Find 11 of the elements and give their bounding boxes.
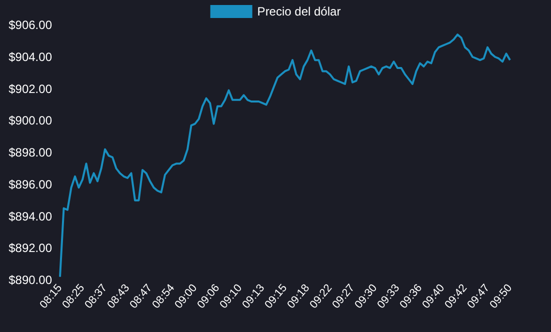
y-tick-label: $896.00 bbox=[8, 177, 52, 192]
legend-label: Precio del dólar bbox=[257, 4, 341, 18]
y-tick-label: $906.00 bbox=[8, 18, 52, 32]
y-tick-label: $898.00 bbox=[8, 146, 52, 160]
y-tick-label: $904.00 bbox=[8, 50, 52, 64]
y-tick-label: $902.00 bbox=[8, 82, 52, 96]
y-tick-label: $892.00 bbox=[8, 241, 52, 256]
line-series bbox=[59, 34, 511, 278]
y-tick-label: $900.00 bbox=[8, 114, 52, 128]
y-tick-label: $894.00 bbox=[8, 209, 52, 224]
y-tick-label: $890.00 bbox=[8, 273, 52, 287]
